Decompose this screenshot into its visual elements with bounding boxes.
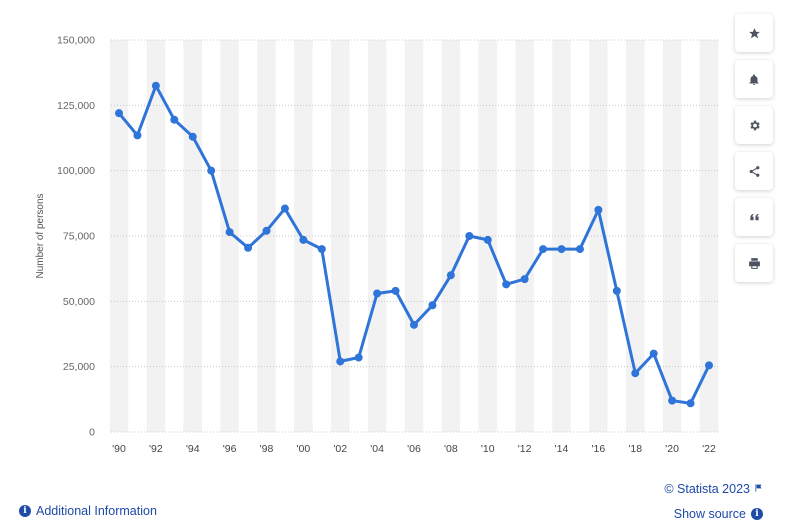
data-point — [539, 245, 548, 254]
data-point — [668, 396, 677, 405]
info-icon: i — [751, 508, 763, 520]
data-points — [115, 81, 713, 408]
data-point — [502, 280, 511, 289]
share-button[interactable] — [735, 152, 773, 190]
y-tick-label: 0 — [89, 427, 95, 439]
y-tick-label: 50,000 — [63, 296, 95, 308]
x-tick-label: '04 — [370, 443, 384, 455]
data-point — [705, 361, 713, 370]
x-axis-ticks: '90 '92 '94 '96 '98 '00 '02 '04 '06 '08 '10 '12 '14 '… — [112, 443, 716, 455]
data-point — [354, 353, 363, 362]
y-tick-label: 25,000 — [63, 361, 95, 373]
x-tick-label: '10 — [481, 443, 495, 455]
data-point — [188, 132, 197, 141]
data-point — [446, 271, 455, 280]
y-tick-label: 125,000 — [57, 100, 95, 112]
additional-information-link[interactable]: i Additional Information — [19, 504, 157, 518]
x-tick-label: '18 — [628, 443, 642, 455]
settings-button[interactable] — [735, 106, 773, 144]
favorite-button[interactable] — [735, 14, 773, 52]
quote-icon — [749, 212, 760, 223]
data-point — [280, 204, 289, 213]
y-tick-label: 75,000 — [63, 231, 95, 243]
data-point — [631, 369, 640, 378]
share-icon — [748, 165, 761, 178]
x-tick-label: '00 — [297, 443, 311, 455]
star-icon — [748, 27, 761, 40]
x-tick-label: '02 — [333, 443, 347, 455]
data-point — [520, 275, 529, 284]
data-point — [207, 166, 216, 175]
year-band — [367, 40, 387, 432]
x-tick-label: '12 — [518, 443, 532, 455]
y-axis-ticks: 0 25,000 50,000 75,000 100,000 125,000 150,000 — [57, 35, 95, 439]
notification-button[interactable] — [735, 60, 773, 98]
flag-icon — [754, 483, 763, 496]
data-point — [336, 357, 345, 366]
copyright-link[interactable]: © Statista 2023 — [664, 482, 763, 496]
x-tick-label: '96 — [223, 443, 237, 455]
y-axis-label: Number of persons — [35, 193, 46, 278]
chart-toolbar — [735, 14, 773, 282]
year-band — [626, 40, 645, 432]
additional-information-label: Additional Information — [36, 504, 157, 518]
x-tick-label: '06 — [407, 443, 421, 455]
data-point — [115, 109, 123, 118]
data-point — [225, 228, 234, 237]
data-point — [170, 115, 179, 124]
data-point — [410, 320, 418, 329]
data-point — [465, 232, 474, 240]
data-point — [391, 286, 400, 295]
x-tick-label: '14 — [555, 443, 569, 455]
data-point — [299, 235, 308, 244]
x-tick-label: '94 — [186, 443, 200, 455]
data-point — [428, 301, 437, 310]
cite-button[interactable] — [735, 198, 773, 236]
year-band — [515, 40, 534, 432]
x-tick-label: '22 — [702, 443, 716, 455]
x-tick-label: '08 — [444, 443, 458, 455]
gridlines — [111, 39, 719, 433]
copyright-label: © Statista 2023 — [664, 482, 750, 496]
bell-icon — [748, 73, 760, 86]
x-tick-label: '90 — [112, 443, 126, 455]
x-tick-label: '20 — [665, 443, 679, 455]
data-point — [686, 399, 695, 408]
show-source-label: Show source — [673, 507, 746, 521]
data-point — [649, 349, 658, 358]
show-source-link[interactable]: Show source i — [674, 507, 763, 521]
gear-icon — [748, 119, 761, 132]
year-band — [146, 40, 166, 432]
info-icon: i — [19, 505, 31, 517]
data-point — [244, 243, 253, 252]
x-tick-label: '16 — [592, 443, 606, 455]
print-icon — [748, 257, 761, 270]
data-point — [317, 245, 326, 254]
data-point — [373, 289, 382, 298]
print-button[interactable] — [735, 244, 773, 282]
x-tick-label: '92 — [149, 443, 163, 455]
year-band — [589, 40, 608, 432]
data-point — [151, 81, 160, 90]
data-point — [262, 226, 271, 235]
year-band — [257, 40, 276, 432]
year-band — [109, 40, 129, 432]
data-point — [483, 235, 492, 244]
x-tick-label: '98 — [260, 443, 274, 455]
data-point — [133, 131, 142, 140]
y-tick-label: 150,000 — [57, 35, 95, 47]
data-point — [594, 205, 603, 214]
data-point — [612, 286, 621, 295]
data-point — [557, 245, 566, 254]
data-point — [575, 245, 584, 254]
y-tick-label: 100,000 — [57, 165, 95, 177]
